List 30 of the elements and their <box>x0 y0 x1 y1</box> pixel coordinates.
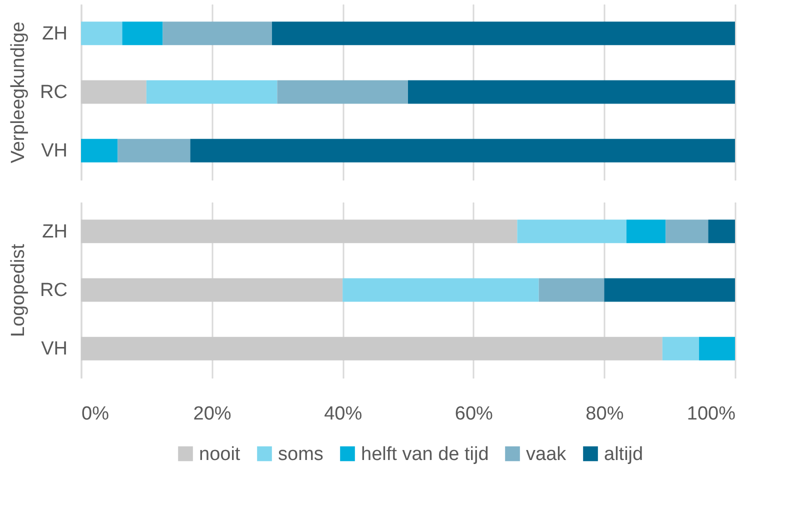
bar <box>146 80 278 104</box>
x-tick-label: 0% <box>82 404 110 424</box>
legend-label: soms <box>278 444 324 465</box>
bar <box>81 22 122 46</box>
x-tick-label: 80% <box>586 404 624 424</box>
y-tick-label: RC <box>40 280 68 301</box>
bar <box>277 80 408 104</box>
legend-label: nooit <box>199 444 241 465</box>
bar <box>408 80 735 104</box>
legend-label: vaak <box>526 444 567 465</box>
y-axis-title: Logopedist <box>8 243 30 337</box>
x-tick-label: 100% <box>686 404 736 424</box>
bar <box>190 138 735 162</box>
legend-label: helft van de tijd <box>361 444 489 465</box>
bar <box>81 80 146 104</box>
bar <box>118 138 190 162</box>
y-tick-label: ZH <box>42 221 68 242</box>
y-tick-label: ZH <box>42 23 68 44</box>
x-tick-label: 40% <box>324 404 362 424</box>
y-tick-label: RC <box>40 82 68 103</box>
x-tick-label: 20% <box>193 404 232 424</box>
y-axis-title: Verpleegkundige <box>8 22 30 164</box>
legend-label: altijd <box>604 444 644 465</box>
bar <box>162 22 272 46</box>
y-tick-label: VH <box>41 140 68 162</box>
bar <box>81 138 118 162</box>
bar <box>272 22 735 46</box>
x-tick-label: 60% <box>454 404 494 424</box>
y-tick-label: VH <box>41 338 68 360</box>
bar <box>122 22 163 46</box>
